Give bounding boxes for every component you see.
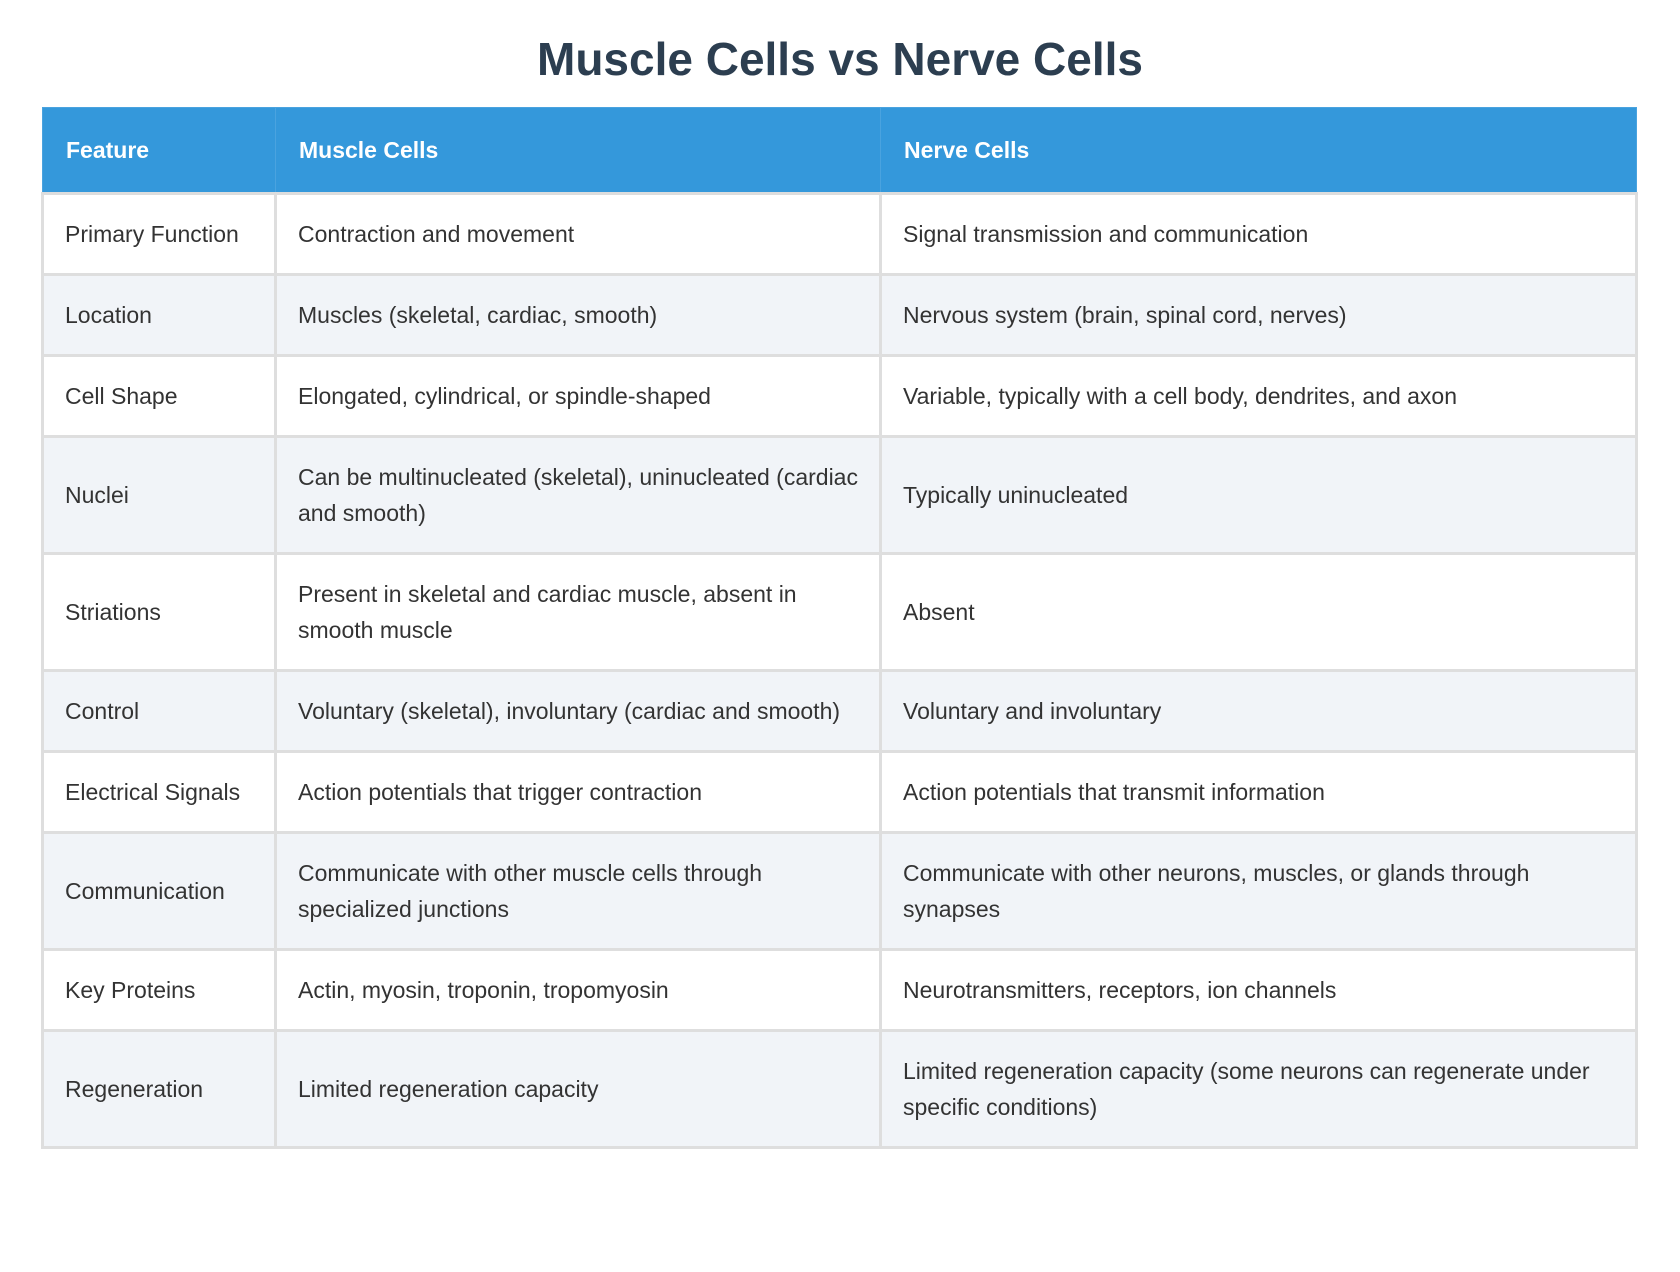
nerve-cell: Voluntary and involuntary [879, 669, 1638, 753]
table-row: Cell Shape Elongated, cylindrical, or spi… [41, 354, 1638, 438]
table-row: Location Muscles (skeletal, cardiac, smoo… [41, 273, 1638, 357]
feature-cell: Nuclei [41, 435, 277, 555]
table-row: Striations Present in skeletal and cardia… [41, 552, 1638, 672]
muscle-cell: Contraction and movement [274, 192, 882, 276]
page-title: Muscle Cells vs Nerve Cells [537, 33, 1143, 85]
muscle-cell: Muscles (skeletal, cardiac, smooth) [274, 273, 882, 357]
feature-cell: Communication [41, 831, 277, 951]
header-feature: Feature [42, 107, 276, 195]
header-nerve-cells: Nerve Cells [880, 107, 1637, 195]
feature-cell: Regeneration [41, 1029, 277, 1149]
nerve-cell: Communicate with other neurons, muscles,… [879, 831, 1638, 951]
nerve-cell: Limited regeneration capacity (some neur… [879, 1029, 1638, 1149]
muscle-cell: Voluntary (skeletal), involuntary (cardi… [274, 669, 882, 753]
table-row: Electrical Signals Action potentials that… [41, 750, 1638, 834]
nerve-cell: Typically uninucleated [879, 435, 1638, 555]
table-row: Key Proteins Actin, myosin, troponin, tro… [41, 948, 1638, 1032]
table-row: Primary Function Contraction and movement… [41, 192, 1638, 276]
muscle-cell: Present in skeletal and cardiac muscle, … [274, 552, 882, 672]
feature-cell: Cell Shape [41, 354, 277, 438]
muscle-cell: Communicate with other muscle cells thro… [274, 831, 882, 951]
muscle-cell: Actin, myosin, troponin, tropomyosin [274, 948, 882, 1032]
nerve-cell: Absent [879, 552, 1638, 672]
nerve-cell: Nervous system (brain, spinal cord, nerv… [879, 273, 1638, 357]
nerve-cell: Variable, typically with a cell body, de… [879, 354, 1638, 438]
header-muscle-cells: Muscle Cells [275, 107, 881, 195]
table-row: Regeneration Limited regeneration capacit… [41, 1029, 1638, 1149]
nerve-cell: Signal transmission and communication [879, 192, 1638, 276]
feature-cell: Location [41, 273, 277, 357]
feature-cell: Striations [41, 552, 277, 672]
nerve-cell: Neurotransmitters, receptors, ion channe… [879, 948, 1638, 1032]
nerve-cell: Action potentials that transmit informat… [879, 750, 1638, 834]
feature-cell: Control [41, 669, 277, 753]
muscle-cell: Elongated, cylindrical, or spindle-shape… [274, 354, 882, 438]
table-row: Control Voluntary (skeletal), involuntary… [41, 669, 1638, 753]
table-row: Nuclei Can be multinucleated (skeletal), … [41, 435, 1638, 555]
feature-cell: Primary Function [41, 192, 277, 276]
table-row: Communication Communicate with other musc… [41, 831, 1638, 951]
muscle-cell: Can be multinucleated (skeletal), uninuc… [274, 435, 882, 555]
muscle-cell: Limited regeneration capacity [274, 1029, 882, 1149]
feature-cell: Key Proteins [41, 948, 277, 1032]
muscle-cell: Action potentials that trigger contracti… [274, 750, 882, 834]
comparison-table: Feature Muscle Cells Nerve Cells Primary… [41, 107, 1638, 1149]
header-row: Feature Muscle Cells Nerve Cells [42, 107, 1637, 195]
feature-cell: Electrical Signals [41, 750, 277, 834]
